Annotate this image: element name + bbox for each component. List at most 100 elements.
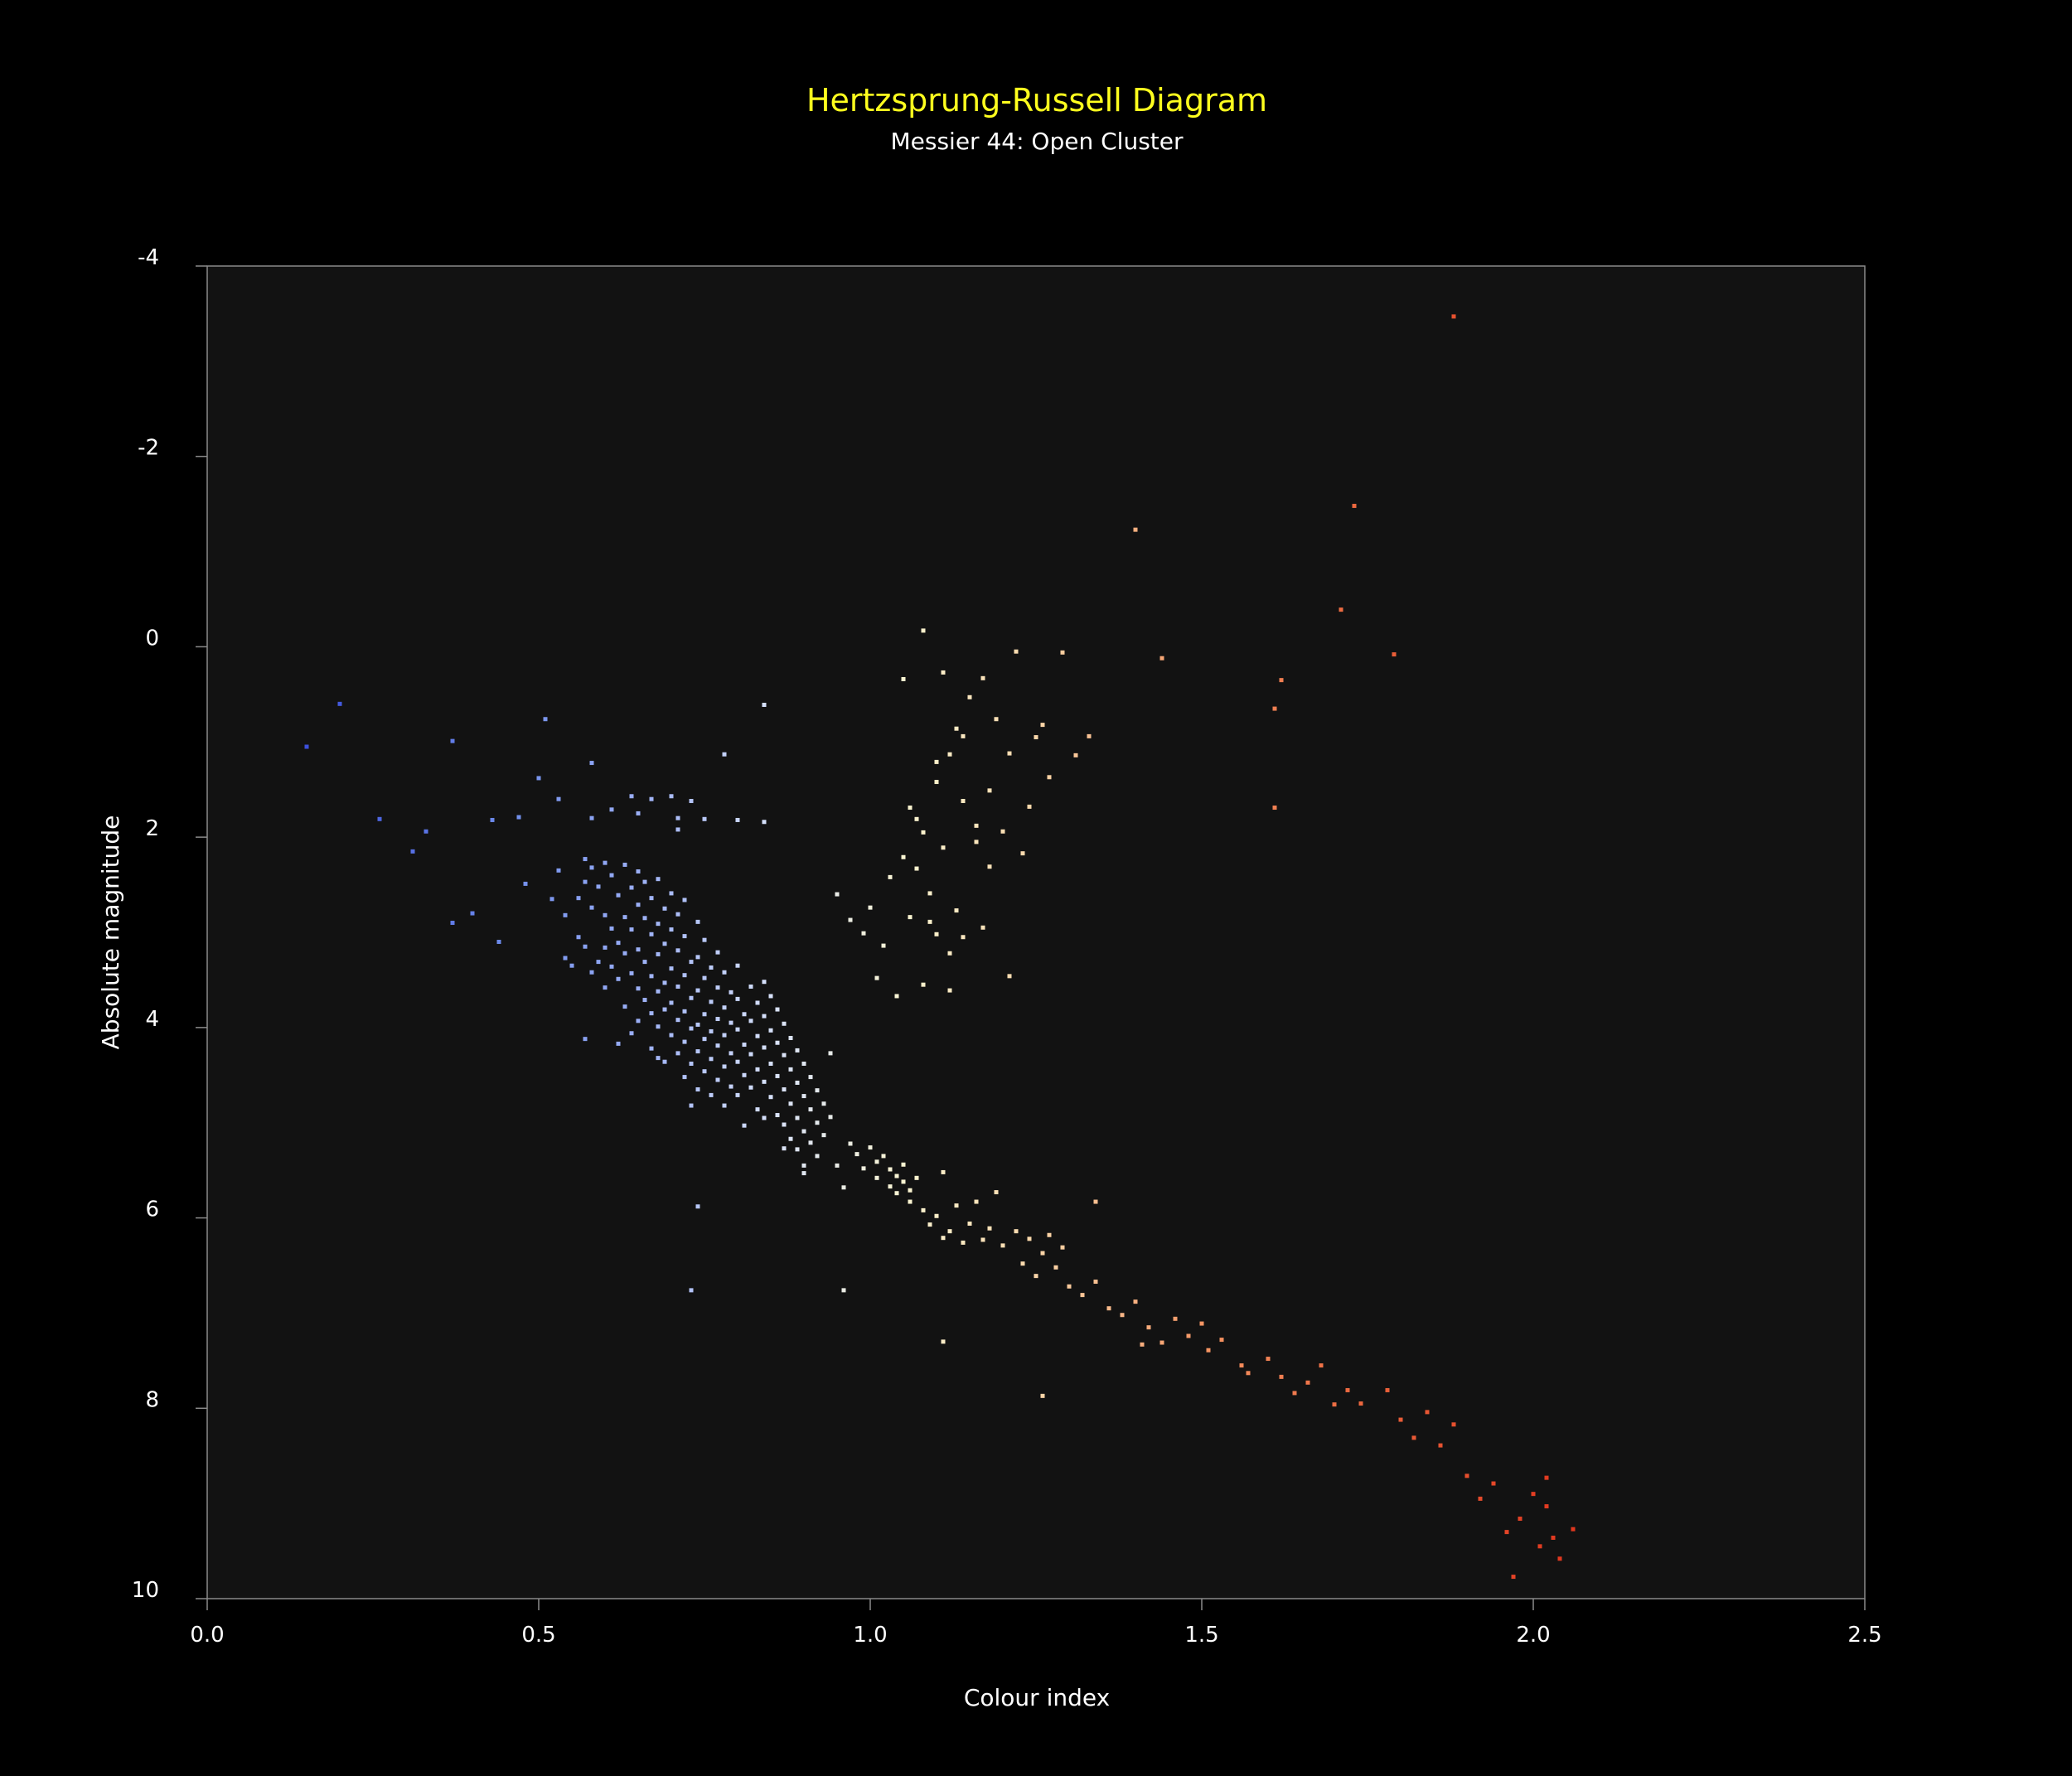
star-point (1080, 1293, 1085, 1298)
star-point (669, 927, 674, 932)
star-point (947, 951, 952, 956)
star-point (1544, 1504, 1549, 1509)
star-point (815, 1088, 820, 1093)
star-point (1504, 1530, 1509, 1535)
x-tick-label: 0.0 (190, 1623, 224, 1648)
star-point (695, 919, 700, 924)
star-point (841, 1288, 846, 1293)
star-point (549, 897, 554, 902)
star-point (1047, 775, 1052, 780)
star-point (715, 1077, 720, 1082)
star-point (709, 999, 714, 1004)
star-point (908, 1188, 913, 1193)
star-point (675, 827, 680, 832)
star-point (1159, 1340, 1164, 1345)
star-point (980, 1237, 985, 1242)
star-point (450, 738, 455, 743)
x-tick-label: 1.5 (1184, 1623, 1218, 1648)
star-point (636, 869, 641, 873)
star-point (603, 985, 608, 990)
star-point (649, 974, 654, 979)
star-point (662, 980, 667, 985)
star-point (715, 1043, 720, 1048)
star-point (934, 1213, 939, 1218)
star-point (689, 995, 694, 1000)
star-point (715, 1017, 720, 1022)
star-point (702, 975, 707, 980)
star-point (629, 1031, 634, 1036)
star-point (337, 701, 342, 706)
star-point (702, 1012, 707, 1017)
star-point (808, 1140, 813, 1145)
star-point (735, 963, 740, 968)
star-point (1133, 527, 1138, 532)
star-point (450, 921, 455, 926)
star-point (1027, 1236, 1032, 1241)
star-point (629, 794, 634, 799)
star-point (669, 966, 674, 971)
y-tick-label: -2 (138, 436, 159, 461)
star-point (669, 1000, 674, 1005)
star-point (616, 941, 621, 946)
star-point (755, 1033, 760, 1038)
star-point (768, 1028, 773, 1033)
star-point (1478, 1496, 1483, 1501)
star-point (954, 726, 959, 731)
star-point (921, 1207, 926, 1212)
star-point (762, 820, 767, 825)
star-point (662, 906, 667, 911)
star-point (974, 823, 979, 828)
star-point (709, 1057, 714, 1062)
star-point (1398, 1417, 1403, 1422)
star-point (516, 815, 521, 820)
star-point (1014, 649, 1019, 654)
star-point (377, 816, 382, 821)
star-point (709, 965, 714, 970)
star-point (861, 1166, 866, 1171)
star-point (1358, 1401, 1363, 1406)
y-tick-label: -4 (138, 245, 159, 270)
star-point (1199, 1321, 1204, 1326)
star-point (742, 1012, 747, 1017)
star-point (1279, 1374, 1284, 1379)
star-point (934, 759, 939, 764)
star-point (1120, 1313, 1125, 1318)
star-point (1067, 1284, 1072, 1289)
star-point (782, 1021, 787, 1026)
x-tick-label: 0.5 (521, 1623, 555, 1648)
star-point (689, 1026, 694, 1031)
star-point (980, 675, 985, 680)
star-point (616, 893, 621, 898)
star-point (1537, 1544, 1542, 1549)
star-point (888, 874, 893, 879)
star-point (835, 1163, 840, 1168)
star-point (689, 1062, 694, 1067)
star-point (616, 976, 621, 981)
star-point (775, 1073, 780, 1078)
plot-area (206, 265, 1866, 1599)
star-point (636, 947, 641, 952)
star-point (642, 998, 647, 1003)
star-point (874, 975, 879, 980)
star-point (656, 951, 661, 956)
star-point (729, 1051, 733, 1056)
star-point (762, 1079, 767, 1084)
star-point (1073, 753, 1078, 757)
star-point (901, 676, 906, 681)
star-point (994, 1190, 999, 1195)
star-point (762, 702, 767, 707)
star-point (682, 1039, 687, 1044)
star-point (603, 945, 608, 950)
star-point (974, 1199, 979, 1204)
star-point (914, 866, 919, 871)
star-point (1531, 1492, 1536, 1497)
star-point (927, 1222, 932, 1227)
star-point (742, 1072, 747, 1077)
y-axis-ticks: -4 -2 0 2 4 6 8 10 (132, 245, 207, 1603)
star-point (702, 1069, 707, 1074)
star-point (1511, 1575, 1516, 1580)
star-point (1106, 1306, 1111, 1311)
star-point (762, 1045, 767, 1050)
star-point (1352, 503, 1357, 508)
star-point (1425, 1410, 1430, 1415)
